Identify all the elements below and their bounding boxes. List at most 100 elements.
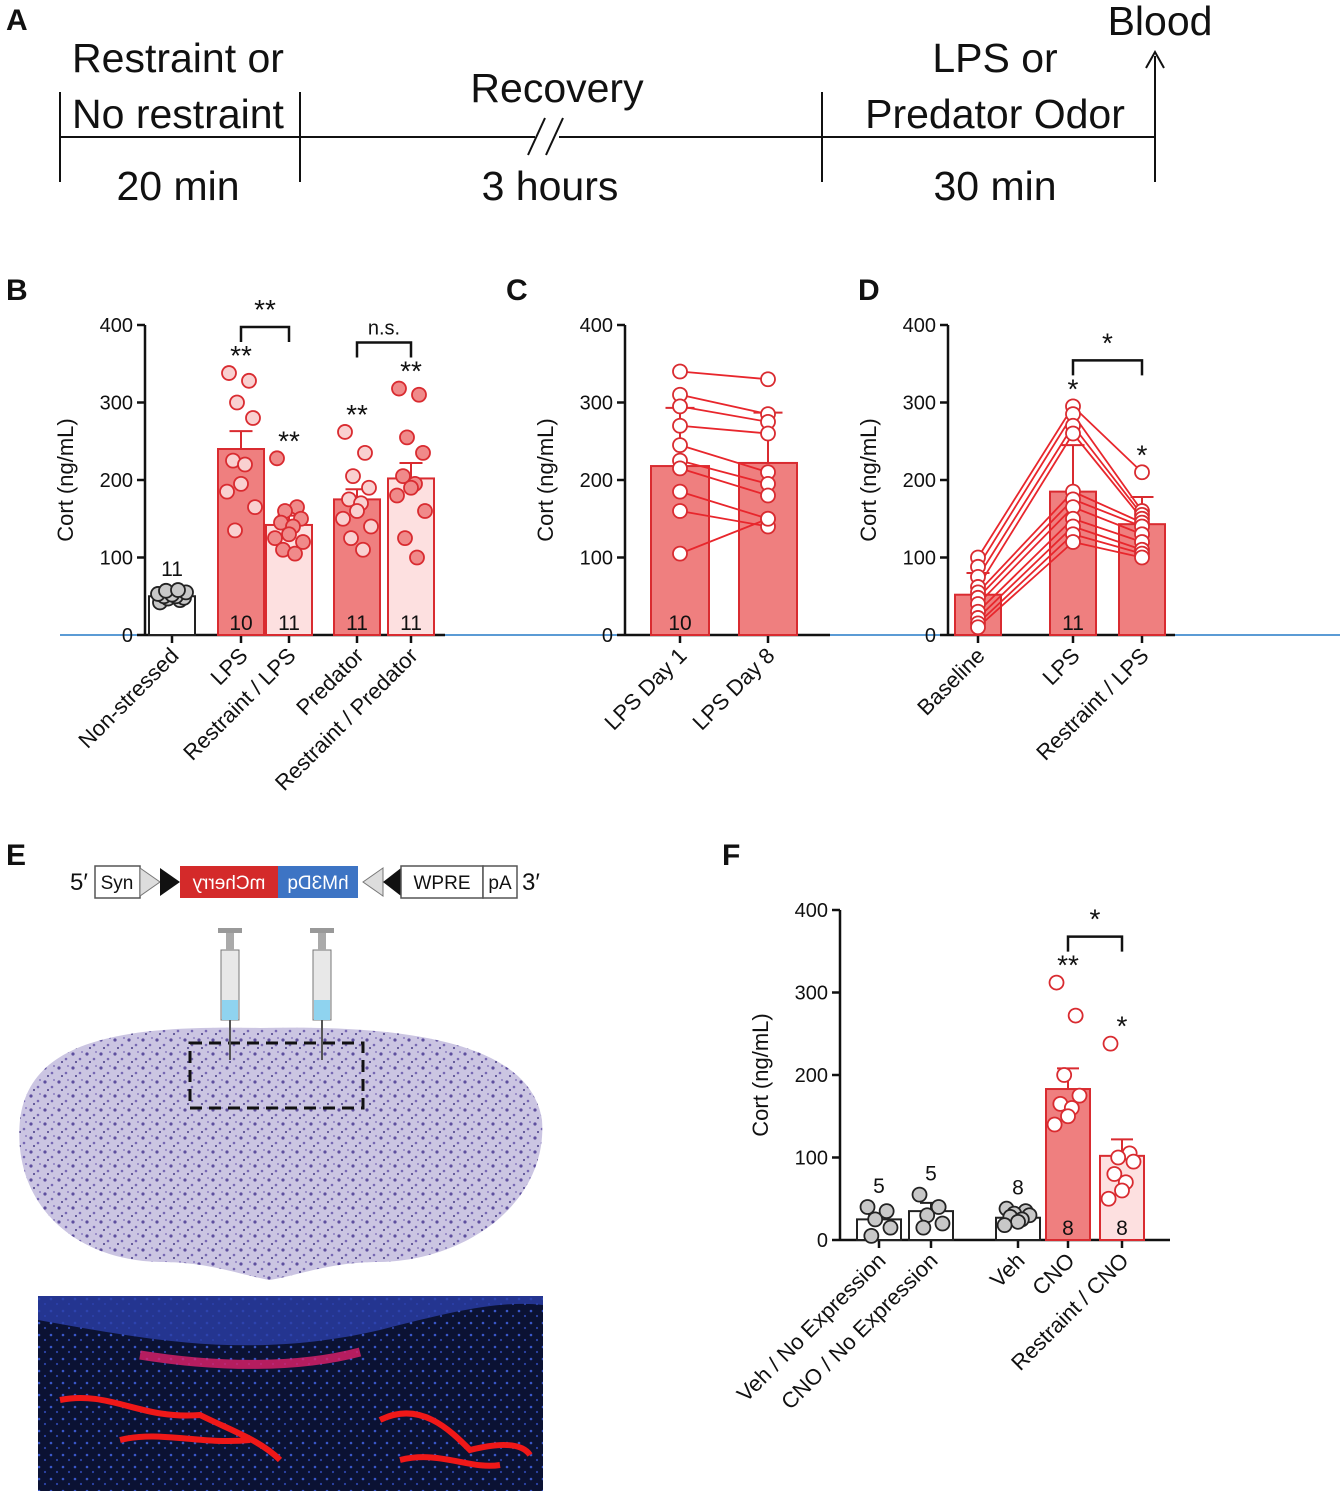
segment-label: Predator Odor — [865, 91, 1125, 137]
data-point — [241, 372, 257, 389]
element-box — [400, 865, 484, 899]
data-point — [1114, 1182, 1130, 1199]
data-point — [337, 424, 353, 440]
data-point — [672, 417, 688, 434]
bar — [1045, 1088, 1091, 1242]
data-point — [878, 1203, 895, 1220]
x-tick-label: LPS — [1037, 643, 1084, 690]
data-point — [355, 541, 371, 558]
subject-line — [977, 525, 1074, 619]
data-point — [1046, 1116, 1063, 1133]
data-point — [345, 468, 361, 485]
subject-line — [679, 490, 769, 520]
panel-label: A — [6, 4, 28, 37]
subject-line — [1072, 517, 1143, 543]
subject-line — [1072, 432, 1143, 520]
arrow-head — [1145, 49, 1165, 69]
data-point — [1056, 1067, 1073, 1083]
data-point — [170, 582, 186, 598]
y-tick-label: 0 — [122, 625, 133, 647]
data-point — [760, 425, 776, 442]
data-point — [227, 522, 243, 539]
subject-line — [1072, 498, 1143, 528]
data-point — [1060, 1108, 1076, 1125]
segment-label: Restraint or — [72, 35, 284, 81]
data-point — [411, 386, 427, 403]
data-point — [219, 483, 235, 500]
data-point — [1125, 1153, 1142, 1170]
data-point — [233, 475, 249, 492]
subject-line — [977, 533, 1074, 625]
break-gap — [535, 120, 559, 154]
data-point — [1134, 549, 1150, 566]
roi-box — [188, 1041, 365, 1110]
subject-line — [977, 518, 1074, 613]
subject-line — [977, 491, 1074, 593]
labeled-fibers — [59, 1394, 533, 1469]
endpoint-label: Blood — [1108, 0, 1213, 44]
subject-line — [1072, 533, 1143, 555]
panel-label: B — [6, 274, 28, 307]
y-tick-label: 400 — [903, 315, 936, 337]
x-tick-label: LPS Day 8 — [687, 643, 779, 735]
n-label: 8 — [1116, 1217, 1128, 1240]
subject-line — [1072, 413, 1143, 512]
data-point — [399, 429, 415, 446]
subject-line — [977, 433, 1074, 588]
data-point — [672, 503, 688, 519]
significance: * — [1117, 1011, 1128, 1042]
element-label: WPRE — [414, 873, 471, 894]
data-point — [391, 380, 407, 397]
data-point — [930, 1199, 947, 1215]
reporter-label: mCherry — [192, 873, 265, 894]
data-point — [672, 363, 688, 380]
data-point — [415, 444, 431, 461]
n-label: 5 — [873, 1175, 885, 1198]
n-label: 11 — [1062, 612, 1084, 635]
n-label: 11 — [278, 612, 300, 635]
subject-line — [679, 405, 769, 423]
data-point — [1110, 1149, 1127, 1166]
data-point — [281, 526, 297, 543]
n-label: 11 — [161, 558, 183, 581]
data-point — [867, 1211, 884, 1228]
y-tick-label: 400 — [100, 315, 133, 337]
construct-end: 5′ — [70, 869, 88, 896]
lox-site — [383, 868, 401, 896]
data-point — [295, 534, 311, 550]
receptor-label: hM3Dq — [287, 873, 348, 894]
comparison-bracket — [239, 325, 291, 343]
data-point — [1100, 1190, 1117, 1207]
y-axis-label: Cort (ng/mL) — [533, 418, 558, 541]
reporter-box — [180, 866, 278, 898]
comparison-label: * — [1102, 327, 1113, 358]
subject-line — [679, 444, 769, 474]
data-point — [221, 365, 237, 381]
data-point — [1067, 1007, 1084, 1024]
subject-line — [1072, 506, 1143, 536]
break-mark — [545, 117, 564, 156]
brain-section — [19, 1027, 543, 1280]
data-point — [269, 450, 285, 467]
data-point — [363, 518, 379, 535]
significance: ** — [230, 340, 252, 371]
segment-duration: 20 min — [116, 163, 239, 209]
y-tick-label: 0 — [817, 1230, 828, 1252]
data-point — [1102, 1035, 1119, 1052]
tissue-edge — [38, 1296, 543, 1346]
data-point — [863, 1227, 880, 1244]
subject-line — [977, 413, 1074, 568]
subject-line — [977, 498, 1074, 599]
data-point — [934, 1215, 951, 1232]
data-point — [343, 530, 359, 547]
data-point — [1134, 464, 1150, 481]
y-axis-label: Cort (ng/mL) — [856, 418, 881, 541]
data-point — [760, 487, 776, 504]
data-point — [672, 545, 688, 562]
data-point — [245, 410, 261, 426]
comparison-label: n.s. — [368, 318, 400, 340]
data-point — [395, 468, 411, 485]
segment-duration: 3 hours — [482, 163, 619, 209]
y-axis-label: Cort (ng/mL) — [53, 418, 78, 541]
subject-line — [977, 506, 1074, 605]
